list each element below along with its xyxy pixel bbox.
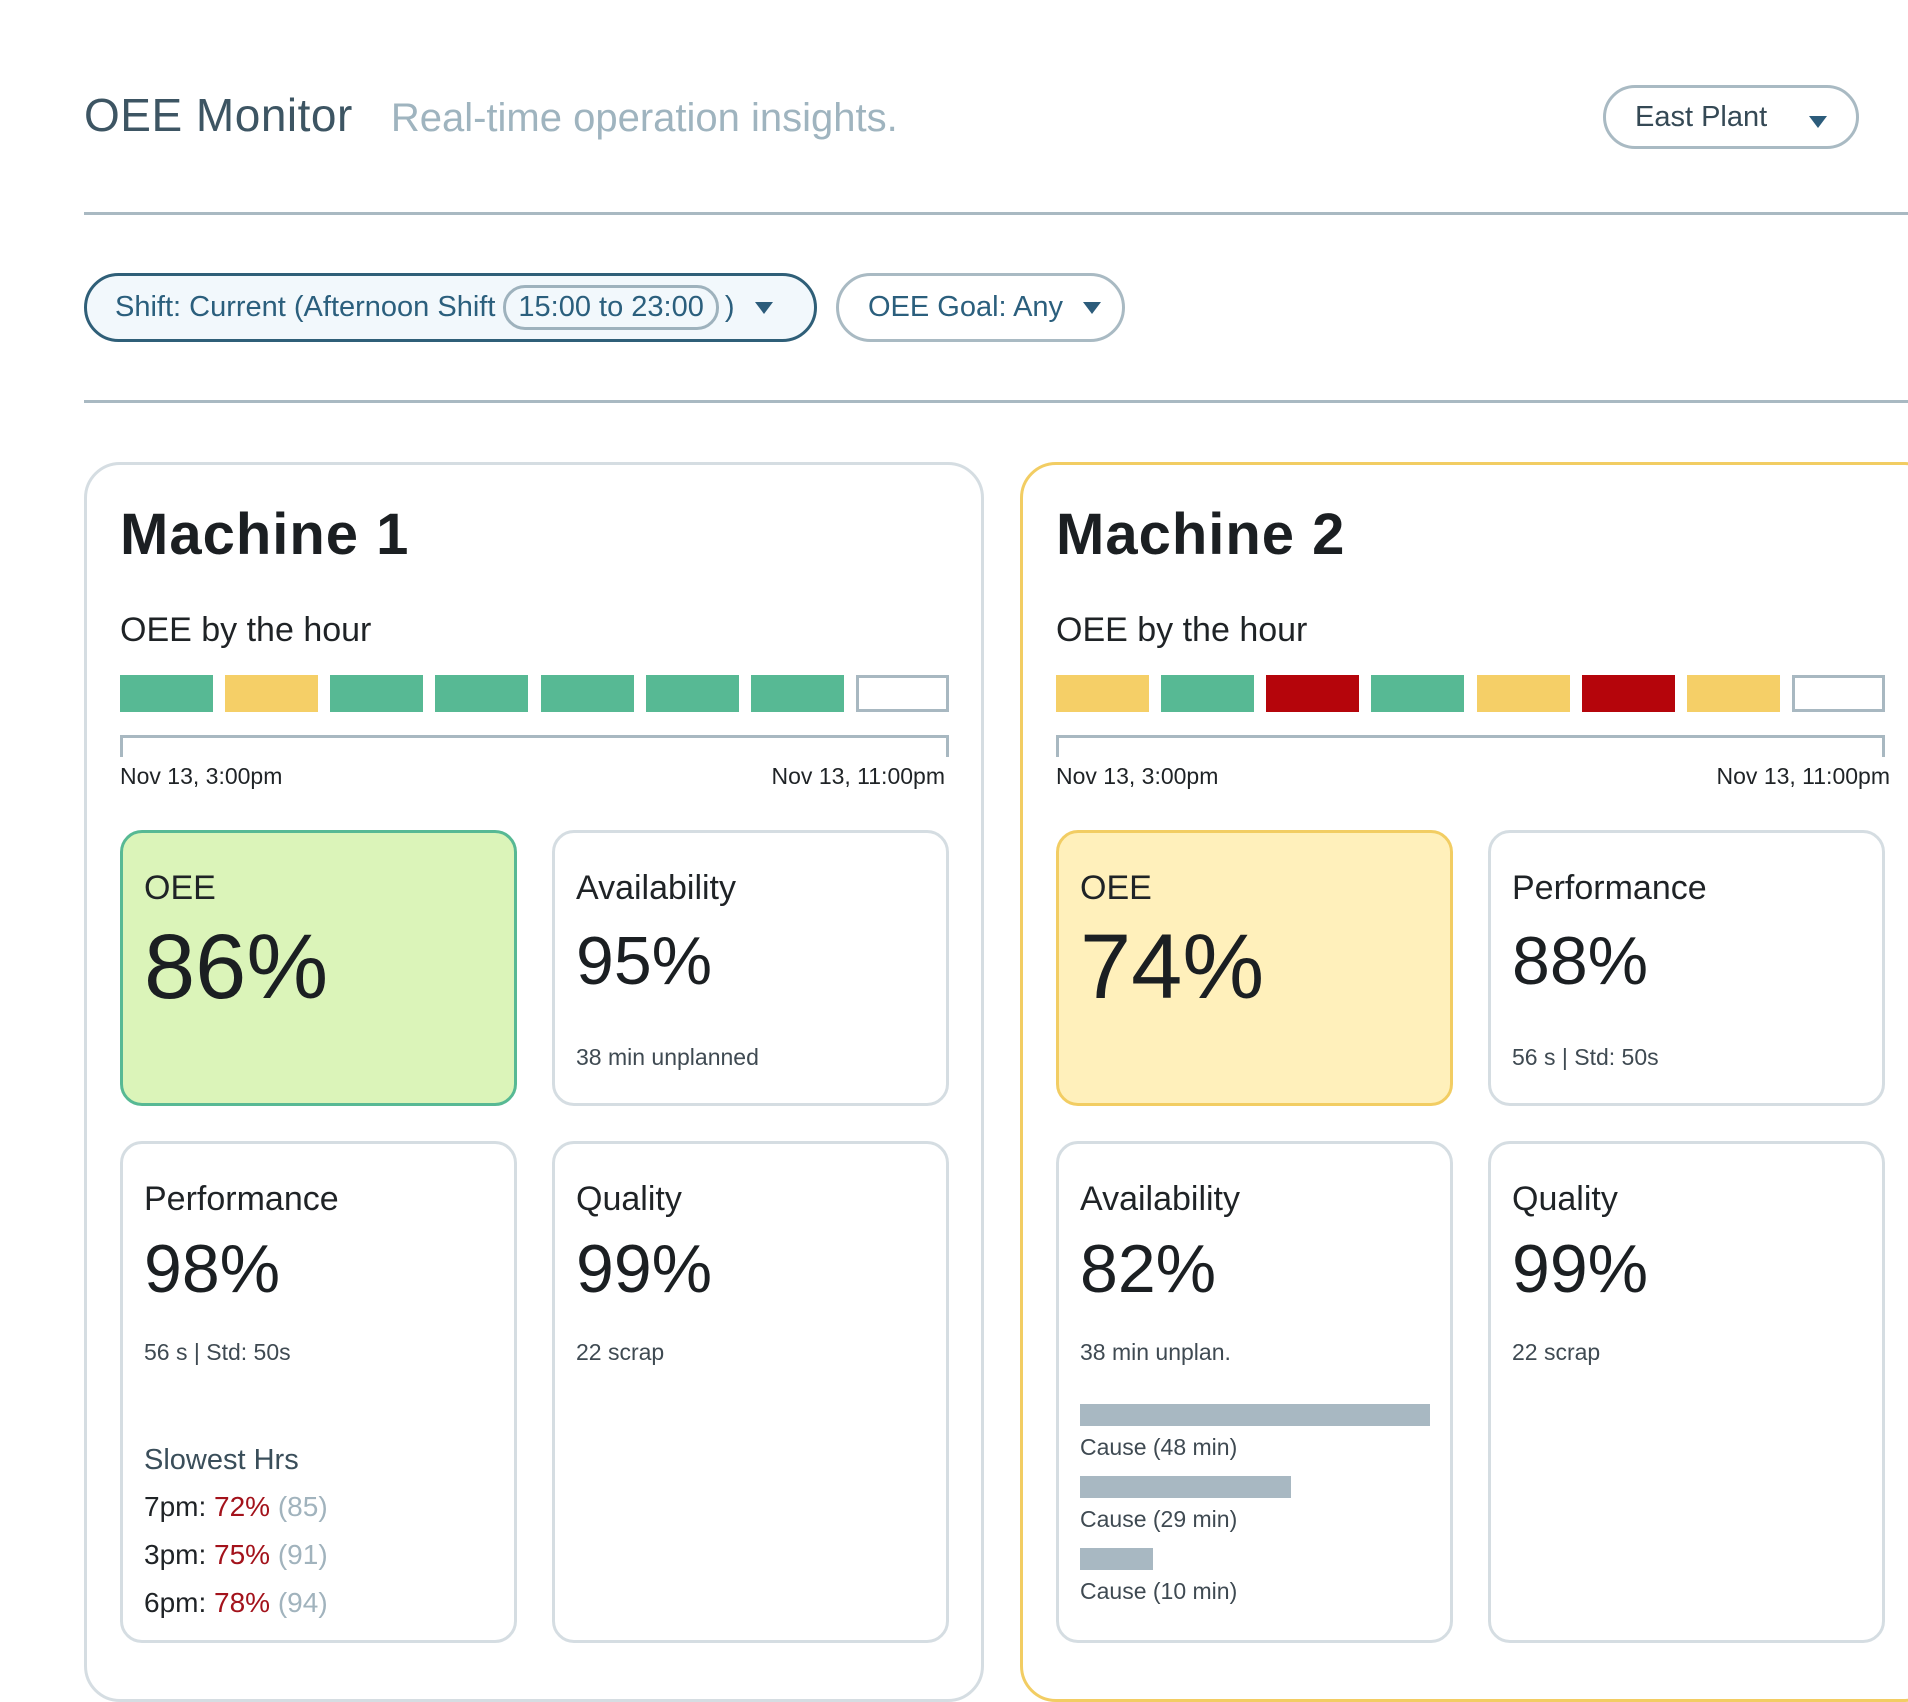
hour-segment-empty[interactable]	[1791, 675, 1885, 712]
availability-tile[interactable]: Availability 82% 38 min unplan. Cause (4…	[1056, 1141, 1453, 1643]
hour-segment-green[interactable]	[1371, 675, 1465, 712]
hour-segment-red[interactable]	[1581, 675, 1675, 712]
oee-value: 86%	[144, 916, 329, 1018]
availability-value: 95%	[576, 923, 713, 999]
slowest-hour-row: 3pm: 75% (91)	[144, 1539, 328, 1571]
cause-bar	[1080, 1548, 1153, 1570]
machine-card-2[interactable]: Machine 2 OEE by the hour Nov 13, 3:00pm…	[1020, 462, 1908, 1702]
hour-segment-green[interactable]	[435, 675, 529, 712]
quality-value: 99%	[1512, 1231, 1649, 1307]
axis-start-label: Nov 13, 3:00pm	[1056, 763, 1219, 789]
quality-detail: 22 scrap	[576, 1339, 665, 1365]
hour-segment-green[interactable]	[645, 675, 739, 712]
slowest-hour-ref: (91)	[277, 1539, 328, 1570]
availability-detail: 38 min unplanned	[576, 1044, 759, 1070]
shift-filter-label: Shift: Current (Afternoon Shift	[115, 291, 496, 323]
page-title: OEE Monitor	[84, 89, 353, 141]
slowest-hour: 6pm:	[144, 1587, 207, 1618]
hour-segment-yellow[interactable]	[1686, 675, 1780, 712]
tile-label: Quality	[576, 1180, 682, 1218]
cause-label: Cause (48 min)	[1080, 1434, 1238, 1460]
slowest-hour-ref: (94)	[277, 1587, 328, 1618]
hour-strip	[120, 675, 949, 712]
slowest-hour: 7pm:	[144, 1491, 207, 1522]
hour-strip-label: OEE by the hour	[120, 611, 372, 649]
axis-end-label: Nov 13, 11:00pm	[1716, 763, 1890, 789]
quality-value: 99%	[576, 1231, 713, 1307]
oee-tile[interactable]: OEE 74%	[1056, 830, 1453, 1106]
axis-start-label: Nov 13, 3:00pm	[120, 763, 283, 789]
oee-goal-label: OEE Goal: Any	[868, 291, 1064, 323]
tile-label: OEE	[1080, 869, 1152, 907]
hour-strip	[1056, 675, 1885, 712]
filter-divider	[84, 400, 1908, 403]
slowest-hour: 3pm:	[144, 1539, 207, 1570]
cause-label: Cause (29 min)	[1080, 1506, 1238, 1532]
oee-goal-filter[interactable]: OEE Goal: Any	[836, 273, 1125, 342]
page-header: OEE Monitor Real-time operation insights…	[84, 88, 898, 142]
hour-segment-yellow[interactable]	[225, 675, 319, 712]
header-divider	[84, 212, 1908, 215]
machine-title: Machine 1	[120, 502, 410, 567]
performance-detail: 56 s | Std: 50s	[144, 1339, 291, 1365]
cause-bar	[1080, 1476, 1291, 1498]
hour-segment-green[interactable]	[540, 675, 634, 712]
hour-segment-yellow[interactable]	[1056, 675, 1149, 712]
performance-value: 88%	[1512, 923, 1649, 999]
hour-segment-empty[interactable]	[855, 675, 949, 712]
axis-end-label: Nov 13, 11:00pm	[771, 763, 945, 789]
tile-label: Performance	[144, 1180, 339, 1218]
slowest-hour-ref: (85)	[277, 1491, 328, 1522]
plant-select-value: East Plant	[1635, 100, 1768, 133]
shift-time-range: 15:00 to 23:00	[503, 285, 719, 330]
hour-segment-green[interactable]	[750, 675, 844, 712]
shift-filter[interactable]: Shift: Current (Afternoon Shift 15:00 to…	[84, 273, 817, 342]
slowest-hours-title: Slowest Hrs	[144, 1444, 299, 1476]
tile-label: Availability	[1080, 1180, 1241, 1218]
chevron-down-icon	[754, 301, 773, 314]
page-subtitle: Real-time operation insights.	[390, 96, 898, 140]
plant-select[interactable]: East Plant	[1603, 85, 1859, 149]
availability-tile[interactable]: Availability 95% 38 min unplanned	[552, 830, 949, 1106]
availability-detail: 38 min unplan.	[1080, 1339, 1231, 1365]
slowest-hour-row: 6pm: 78% (94)	[144, 1587, 328, 1619]
cause-bar	[1080, 1404, 1430, 1426]
slowest-hour-pct: 78%	[214, 1587, 271, 1618]
cause-label: Cause (10 min)	[1080, 1578, 1238, 1604]
availability-value: 82%	[1080, 1231, 1217, 1307]
quality-detail: 22 scrap	[1512, 1339, 1601, 1365]
oee-value: 74%	[1080, 916, 1265, 1018]
tile-label: Availability	[576, 869, 737, 907]
machine-card-1[interactable]: Machine 1 OEE by the hour Nov 13, 3:00pm…	[84, 462, 984, 1702]
tile-label: Quality	[1512, 1180, 1618, 1218]
quality-tile[interactable]: Quality 99% 22 scrap	[1488, 1141, 1885, 1643]
performance-value: 98%	[144, 1231, 281, 1307]
shift-filter-close-paren: )	[724, 291, 735, 323]
performance-tile[interactable]: Performance 88% 56 s | Std: 50s	[1488, 830, 1885, 1106]
chevron-down-icon	[1809, 116, 1827, 128]
slowest-hour-pct: 75%	[214, 1539, 271, 1570]
tile-label: OEE	[144, 869, 216, 907]
quality-tile[interactable]: Quality 99% 22 scrap	[552, 1141, 949, 1643]
slowest-hour-pct: 72%	[214, 1491, 271, 1522]
hour-strip-label: OEE by the hour	[1056, 611, 1308, 649]
performance-tile[interactable]: Performance 98% 56 s | Std: 50s Slowest …	[120, 1141, 517, 1643]
hour-segment-red[interactable]	[1266, 675, 1360, 712]
time-axis	[120, 735, 949, 757]
time-axis	[1056, 735, 1885, 757]
tile-label: Performance	[1512, 869, 1707, 907]
performance-detail: 56 s | Std: 50s	[1512, 1044, 1659, 1070]
hour-segment-green[interactable]	[120, 675, 213, 712]
oee-tile[interactable]: OEE 86%	[120, 830, 517, 1106]
hour-segment-yellow[interactable]	[1476, 675, 1570, 712]
hour-segment-green[interactable]	[1161, 675, 1255, 712]
machine-title: Machine 2	[1056, 502, 1346, 567]
slowest-hour-row: 7pm: 72% (85)	[144, 1491, 328, 1523]
chevron-down-icon	[1083, 301, 1102, 314]
hour-segment-green[interactable]	[330, 675, 424, 712]
